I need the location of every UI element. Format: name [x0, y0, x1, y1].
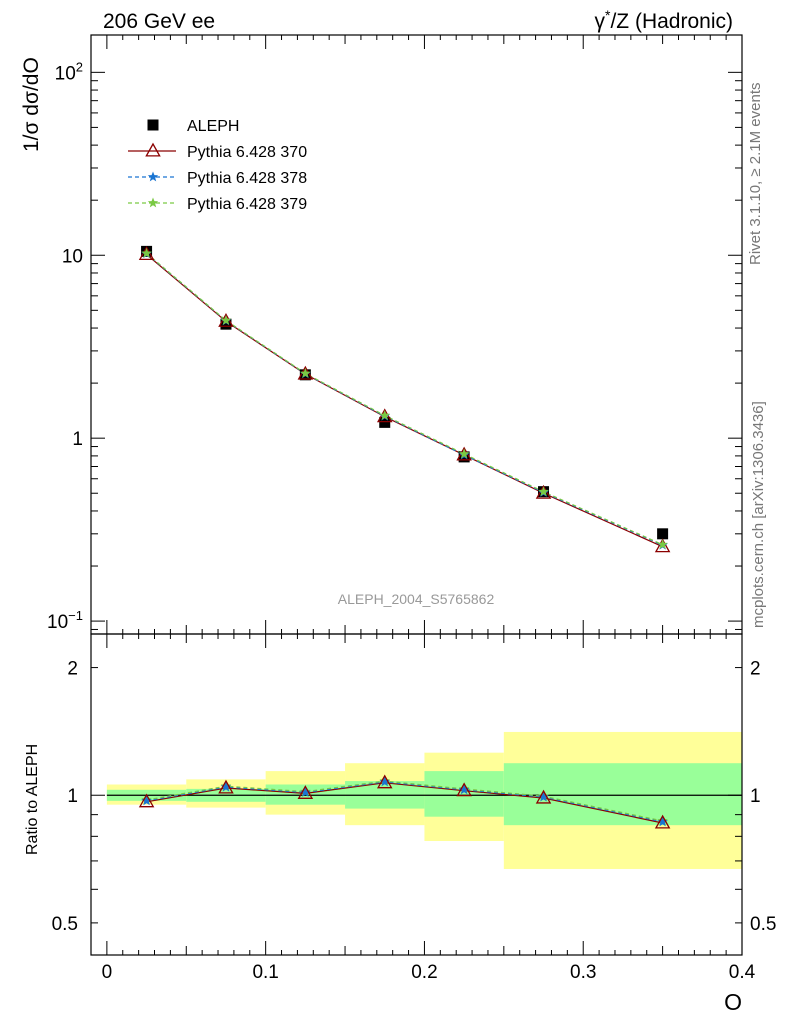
legend-marker: [147, 197, 159, 208]
mc-point: [458, 448, 470, 459]
header-left: 206 GeV ee: [103, 10, 215, 33]
y-tick-label: 1: [72, 429, 83, 450]
mc-point: [654, 538, 671, 553]
stat-uncertainty-band: [503, 763, 742, 826]
ratio-point: [458, 784, 470, 795]
mc-point: [141, 247, 152, 258]
ratio-ylabel: Ratio to ALEPH: [24, 744, 41, 855]
y-tick-label: 102: [55, 59, 83, 84]
legend: ALEPH Pythia 6.428 370 Pythia 6.428 378 Pyt…: [128, 118, 307, 213]
ratio-point: [376, 774, 393, 789]
stat-uncertainty-band: [424, 771, 504, 817]
ratio-point: [297, 785, 314, 799]
ratio-frame: [90, 633, 743, 956]
x-tick-label: 0.3: [570, 962, 596, 983]
legend-marker: [145, 142, 161, 157]
main-ylabel: 1/σ dσ/dO: [20, 57, 43, 152]
x-tick-label: 0.2: [411, 962, 437, 983]
legend-marker: [147, 171, 159, 182]
y-tick-label: 10−1: [47, 608, 83, 633]
series-line: [146, 254, 663, 548]
mc-point: [379, 410, 390, 420]
ratio-y-tick-label-right: 0.5: [750, 914, 776, 935]
ratio-point: [538, 791, 549, 802]
ratio-y-tick-label: 2: [67, 659, 78, 680]
ratio-point: [218, 779, 234, 794]
ratio-point: [300, 787, 311, 797]
watermark: ALEPH_2004_S5765862: [338, 591, 495, 607]
mc-point: [538, 486, 549, 497]
series-line: [146, 253, 663, 546]
data-point: [220, 318, 232, 330]
legend-marker: [147, 119, 159, 131]
ratio-plot: 0.5 0.5 1 1 2 2 0 0.1 0.2 0.3 0.4: [52, 633, 776, 983]
ratio-point: [654, 814, 671, 829]
ratio-point: [379, 776, 390, 787]
legend-label: Pythia 6.428 378: [187, 170, 307, 187]
ratio-y-tick-label: 1: [67, 786, 78, 807]
x-axis-label: O: [724, 989, 742, 1015]
ratio-y-tick-label-right: 2: [750, 659, 761, 680]
series-line: [146, 252, 663, 546]
x-tick-label: 0: [102, 962, 113, 983]
legend-label: ALEPH: [187, 118, 239, 135]
legend-label: Pythia 6.428 370: [187, 144, 307, 161]
ratio-point: [456, 782, 472, 797]
ratio-point: [220, 781, 232, 792]
header-right: γ*/Z (Hadronic): [595, 7, 733, 33]
mc-point: [300, 367, 311, 378]
x-tick-label: 0.4: [729, 962, 756, 983]
mc-point: [657, 539, 668, 549]
mc-point: [220, 315, 232, 325]
ratio-y-tick-label-right: 1: [750, 786, 761, 807]
ratio-point: [141, 795, 152, 806]
mcplots-label: mcplots.cern.ch [arXiv:1306.3436]: [750, 401, 767, 628]
y-tick-label: 10: [62, 246, 83, 267]
main-plot: 102 10 1 10−1: [47, 34, 743, 635]
data-point: [657, 528, 669, 540]
legend-label: Pythia 6.428 379: [187, 196, 307, 213]
x-tick-label: 0.1: [252, 962, 278, 983]
ratio-point: [535, 789, 552, 804]
data-point: [379, 416, 391, 428]
ratio-point: [657, 816, 668, 827]
rivet-label: Rivet 3.1.10, ≥ 2.1M events: [747, 83, 764, 266]
ratio-y-tick-label: 0.5: [52, 914, 78, 935]
ratio-point: [138, 793, 155, 808]
